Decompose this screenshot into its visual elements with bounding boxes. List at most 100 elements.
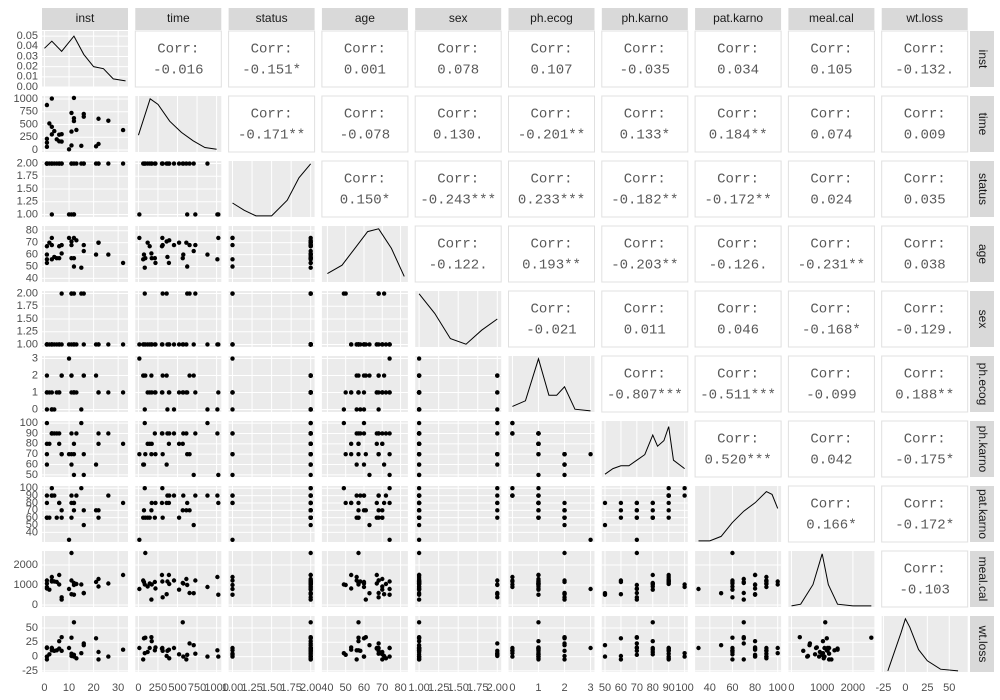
corr-value: 0.107: [530, 63, 572, 79]
data-point: [216, 342, 221, 347]
y-tick-label: 40: [26, 272, 38, 284]
data-point: [145, 584, 150, 589]
row-label: status: [976, 173, 990, 205]
data-point: [106, 654, 111, 659]
data-point: [764, 574, 769, 580]
x-tick-label: 1.25: [428, 682, 449, 694]
x-tick-label: 500: [168, 682, 186, 694]
data-point: [152, 515, 158, 520]
data-point: [140, 462, 146, 467]
data-point: [120, 390, 126, 395]
data-point: [164, 592, 169, 597]
data-point: [230, 431, 235, 436]
corr-value: -0.021: [526, 323, 576, 339]
data-point: [682, 493, 687, 498]
data-point: [752, 582, 758, 588]
data-point: [159, 161, 165, 166]
y-tick-label: 1.25: [17, 196, 38, 208]
corr-title: Corr:: [437, 107, 479, 123]
y-tick-label: 0.03: [17, 50, 38, 62]
data-point: [47, 652, 52, 657]
y-tick-label: 500: [20, 118, 38, 130]
data-point: [153, 645, 158, 650]
data-point: [367, 472, 372, 478]
data-point: [187, 373, 192, 378]
corr-value: -0.103: [899, 583, 949, 599]
y-tick-label: 1.75: [17, 300, 38, 312]
data-point: [416, 537, 422, 542]
data-point: [52, 161, 57, 166]
column-strip: [695, 8, 782, 30]
data-point: [308, 620, 313, 625]
data-point: [348, 647, 354, 652]
density-line: [512, 357, 591, 412]
x-tick-label: 80: [647, 682, 659, 694]
data-point: [44, 500, 50, 506]
data-point: [149, 638, 154, 644]
data-point: [167, 581, 172, 587]
data-point: [666, 515, 671, 520]
x-tick-label: 80: [394, 682, 406, 694]
data-point: [308, 642, 313, 648]
y-tick-label: 1: [32, 386, 38, 398]
data-point: [618, 653, 624, 659]
corr-title: Corr:: [810, 302, 852, 318]
data-point: [44, 407, 50, 412]
data-point: [230, 451, 235, 457]
data-point: [145, 161, 150, 166]
data-point: [96, 441, 101, 447]
corr-panel: [508, 95, 595, 153]
data-point: [380, 649, 385, 655]
data-point: [562, 653, 567, 659]
data-point: [361, 462, 367, 467]
data-point: [381, 291, 387, 296]
data-point: [181, 581, 186, 586]
y-tick-label: 50: [26, 622, 38, 634]
x-tick-label: 50: [599, 682, 611, 694]
corr-value: 0.035: [904, 193, 946, 209]
data-point: [387, 586, 392, 592]
data-point: [159, 431, 165, 436]
data-point: [44, 578, 50, 583]
corr-title: Corr:: [810, 172, 852, 188]
data-point: [308, 587, 313, 592]
data-point: [79, 486, 84, 491]
data-point: [216, 654, 221, 659]
data-point: [510, 654, 515, 659]
corr-value: 0.520***: [704, 453, 771, 469]
data-point: [193, 291, 198, 296]
data-point: [387, 390, 392, 395]
data-point: [588, 537, 593, 542]
data-point: [618, 657, 624, 662]
data-point: [71, 508, 77, 513]
data-point: [536, 472, 541, 478]
column-label: meal.cal: [809, 11, 854, 25]
corr-title: Corr:: [810, 107, 852, 123]
corr-panel: [787, 160, 875, 218]
data-point: [184, 508, 189, 513]
y-tick-label: 60: [26, 512, 38, 524]
data-point: [96, 431, 101, 436]
data-point: [383, 656, 389, 661]
data-point: [184, 431, 189, 436]
corr-value: 0.001: [344, 63, 386, 79]
data-point: [354, 407, 359, 412]
data-point: [416, 597, 422, 602]
y-tick-label: 70: [26, 448, 38, 460]
data-point: [682, 486, 687, 491]
data-point: [191, 591, 196, 596]
data-point: [143, 373, 148, 378]
corr-value: -0.099: [806, 388, 856, 404]
y-tick-label: 0.05: [17, 30, 38, 42]
density-line: [327, 228, 405, 277]
data-point: [416, 645, 422, 651]
data-point: [820, 638, 826, 644]
panel: [135, 96, 222, 152]
panel: [881, 616, 968, 672]
y-tick-label: 1.00: [17, 338, 38, 350]
data-point: [358, 407, 363, 412]
panel: [601, 486, 688, 542]
data-point: [81, 642, 86, 648]
data-point: [416, 522, 422, 528]
data-point: [54, 515, 59, 520]
